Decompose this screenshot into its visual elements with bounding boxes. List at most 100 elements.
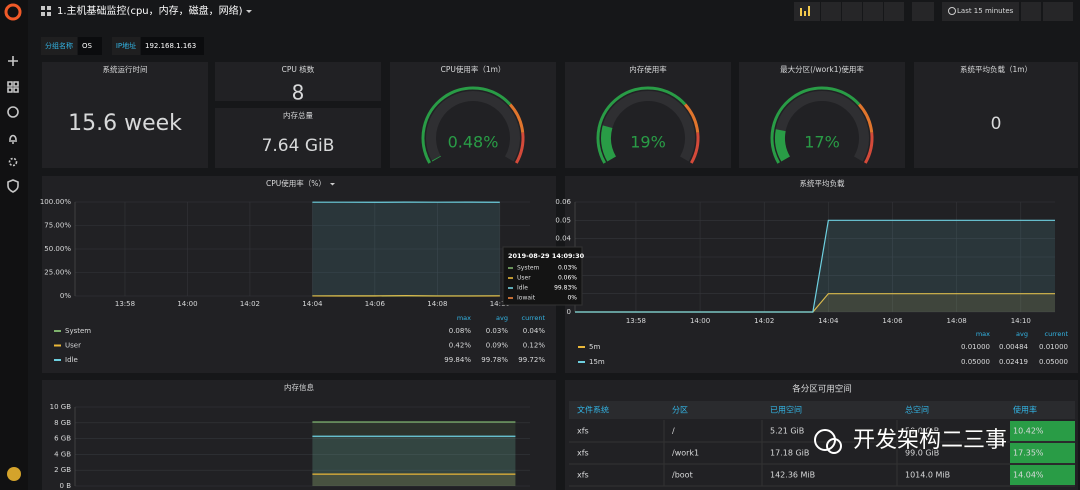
gauge-label: 17% xyxy=(804,133,840,152)
dashboard-title[interactable]: 1.主机基础监控(cpu，内存，磁盘，网络) xyxy=(57,4,243,17)
cell: 10.42% xyxy=(1013,427,1044,436)
panel-title: 系统平均负载（1m） xyxy=(960,64,1032,74)
y-tick-label: 100.00% xyxy=(40,198,71,206)
column-header: 文件系统 xyxy=(577,405,609,415)
area xyxy=(312,474,516,486)
panel-title: CPU 核数 xyxy=(282,64,315,74)
gauge-threshold xyxy=(863,132,874,164)
stat-value: 0 xyxy=(991,114,1002,134)
var-value[interactable]: 192.168.1.163 xyxy=(145,42,196,50)
dashboards-icon[interactable] xyxy=(7,81,19,93)
tooltip-name: User xyxy=(517,275,531,282)
table-header xyxy=(569,401,1075,419)
y-tick-label: 0.05 xyxy=(555,216,571,224)
tooltip-value: 0.03% xyxy=(558,265,577,272)
caret xyxy=(330,183,335,186)
panel xyxy=(42,62,208,168)
usage-cell xyxy=(1010,465,1075,485)
time-range[interactable]: Last 15 minutes xyxy=(957,7,1014,15)
save[interactable] xyxy=(863,2,883,21)
gauge-threshold xyxy=(514,132,525,164)
legend-value: 0.08% xyxy=(449,327,472,335)
time-picker[interactable] xyxy=(942,2,1019,21)
overlay: 2019-08-29 14:09:30 System 0.03% User 0.06% I… xyxy=(502,246,1008,454)
tooltip-value: 0.06% xyxy=(558,275,577,282)
dash-icon xyxy=(41,6,51,16)
legend-value: 0.12% xyxy=(523,342,546,350)
cell: /boot xyxy=(672,471,693,480)
caret[interactable] xyxy=(246,10,252,13)
y-tick-label: 0% xyxy=(60,292,71,300)
legend-value: 0.03% xyxy=(486,327,509,335)
bar-icon xyxy=(800,6,810,16)
gauge-value xyxy=(775,129,791,162)
var-select[interactable] xyxy=(141,37,204,55)
x-tick-label: 14:06 xyxy=(882,317,903,325)
share[interactable] xyxy=(842,2,862,21)
panel-title: 系统平均负载 xyxy=(800,178,845,188)
tooltip-swatch xyxy=(508,287,513,289)
panel-title: 内存信息 xyxy=(284,382,314,392)
cell: /work1 xyxy=(672,449,699,458)
legend-value: 99.72% xyxy=(518,356,545,364)
cell: 99.0 GiB xyxy=(905,449,939,458)
tv-mode[interactable] xyxy=(912,2,934,21)
area xyxy=(312,202,500,296)
var-label-box xyxy=(41,37,77,55)
y-tick-label: 0 B xyxy=(60,482,72,490)
panel xyxy=(565,62,731,168)
add-panel[interactable] xyxy=(794,2,820,21)
var-label-box xyxy=(112,37,140,55)
cell: 1014.0 MiB xyxy=(905,471,950,480)
legend-value: 0.42% xyxy=(449,342,472,350)
panel-title[interactable]: CPU使用率（%） xyxy=(266,178,326,188)
star[interactable] xyxy=(821,2,841,21)
admin-icon[interactable] xyxy=(7,179,19,193)
gauge-threshold xyxy=(596,86,687,164)
sidebar xyxy=(0,0,28,490)
panel-title: 内存总量 xyxy=(283,110,313,120)
gauge-threshold xyxy=(421,86,512,164)
alert-icon[interactable] xyxy=(9,134,17,144)
legend-header: avg xyxy=(1016,330,1028,338)
var-value[interactable]: OS xyxy=(82,42,93,50)
tooltip-swatch xyxy=(508,297,513,299)
gauge-threshold xyxy=(684,103,700,133)
legend-value: 99.78% xyxy=(481,356,508,364)
usage-cell xyxy=(1010,443,1075,463)
legend-swatch xyxy=(578,346,585,348)
column-header: 已用空间 xyxy=(770,405,802,415)
y-tick-label: 50.00% xyxy=(44,245,71,253)
cell: 142.36 MiB xyxy=(770,471,815,480)
panel-title: 系统运行时间 xyxy=(103,64,148,74)
stat-value: 15.6 week xyxy=(68,111,182,136)
cell: 17.35% xyxy=(1013,449,1044,458)
config-icon[interactable] xyxy=(8,157,18,167)
cell: xfs xyxy=(577,449,589,458)
explore-icon[interactable] xyxy=(7,106,19,118)
legend-name: User xyxy=(65,342,81,350)
refresh[interactable] xyxy=(1043,2,1073,21)
stat-value: 7.64 GiB xyxy=(262,136,335,156)
x-tick-label: 14:10 xyxy=(490,300,510,308)
var-select[interactable] xyxy=(78,37,102,55)
add-icon[interactable] xyxy=(8,56,18,66)
x-tick-label: 14:08 xyxy=(947,317,967,325)
panel xyxy=(42,380,556,490)
settings[interactable] xyxy=(884,2,904,21)
cell: 17.18 GiB xyxy=(770,449,809,458)
gauge-threshold xyxy=(689,132,700,164)
tooltip-value: 99.83% xyxy=(554,285,577,292)
watermark-icon xyxy=(826,438,842,454)
watermark: 开发架构二三事 xyxy=(853,428,1007,453)
tooltip xyxy=(502,246,583,306)
zoom-out[interactable] xyxy=(1021,2,1041,21)
y-tick-label: 0.06 xyxy=(555,198,571,206)
y-tick-label: 0 xyxy=(567,308,571,316)
x-tick-label: 14:06 xyxy=(365,300,386,308)
legend-swatch xyxy=(54,344,61,347)
logo[interactable] xyxy=(4,3,22,21)
avatar[interactable] xyxy=(7,467,21,481)
var-label: IP地址 xyxy=(116,41,136,50)
